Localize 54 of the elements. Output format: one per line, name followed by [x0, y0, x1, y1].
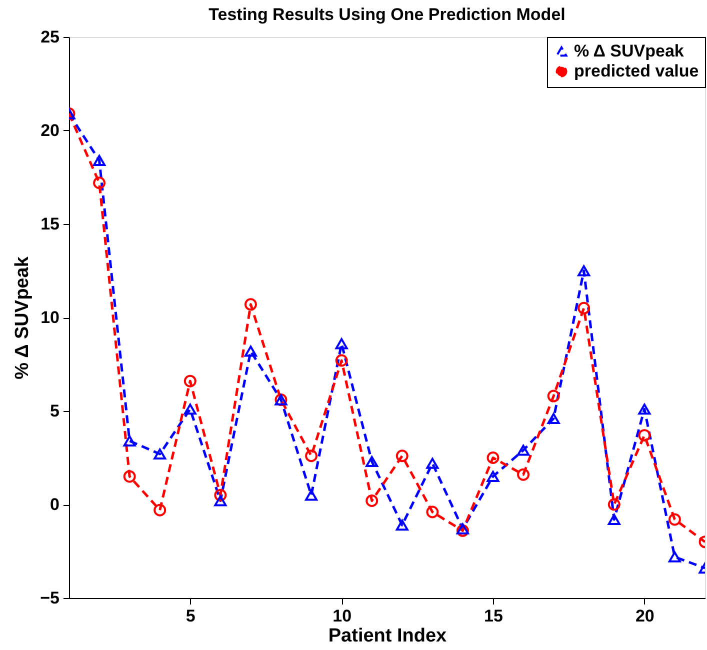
x-tick-label: 10	[332, 606, 352, 626]
y-tick-label: 15	[40, 214, 60, 234]
point	[366, 456, 378, 468]
point	[214, 488, 227, 502]
point	[547, 390, 560, 402]
point	[638, 429, 651, 442]
point	[244, 346, 257, 357]
point	[396, 450, 408, 462]
point	[668, 551, 681, 562]
point	[578, 265, 590, 276]
legend-label: predicted value	[574, 62, 699, 80]
point	[486, 470, 500, 482]
point	[93, 154, 106, 166]
point	[214, 495, 227, 506]
point	[123, 435, 136, 446]
point	[184, 404, 196, 415]
y-tick-label: 5	[50, 402, 60, 420]
point	[154, 504, 166, 516]
y-tick-label: 0	[50, 495, 60, 514]
point	[608, 498, 620, 511]
y-axis-title: % Δ SUVpeak	[12, 256, 34, 380]
point	[335, 338, 348, 350]
point	[668, 513, 681, 526]
point	[244, 298, 257, 311]
point	[517, 468, 530, 481]
point	[305, 450, 318, 462]
point	[638, 404, 651, 415]
point	[123, 470, 136, 483]
point	[608, 514, 620, 525]
x-tick-label: 20	[635, 606, 654, 626]
point	[426, 458, 439, 469]
legend-label: % Δ SUVpeak	[574, 42, 684, 60]
point	[184, 374, 196, 388]
point	[396, 520, 408, 531]
point	[517, 444, 530, 456]
point	[456, 524, 469, 537]
y-tick-label: 25	[40, 28, 60, 46]
point	[578, 302, 590, 314]
point	[366, 494, 378, 507]
point	[154, 448, 166, 460]
point	[305, 490, 318, 501]
y-tick-label: −5	[40, 588, 60, 608]
x-tick-label: 15	[484, 606, 503, 626]
y-tick-label: 20	[40, 121, 60, 140]
point	[547, 412, 560, 424]
x-tick-label: 5	[186, 606, 196, 626]
point	[426, 506, 439, 518]
point	[486, 452, 500, 464]
chart-title: Testing Results Using One Prediction Model	[208, 5, 566, 24]
y-tick-label: 10	[40, 308, 60, 327]
point	[335, 354, 348, 367]
x-axis-title: Patient Index	[328, 626, 448, 646]
point	[456, 523, 469, 534]
point	[93, 176, 106, 190]
